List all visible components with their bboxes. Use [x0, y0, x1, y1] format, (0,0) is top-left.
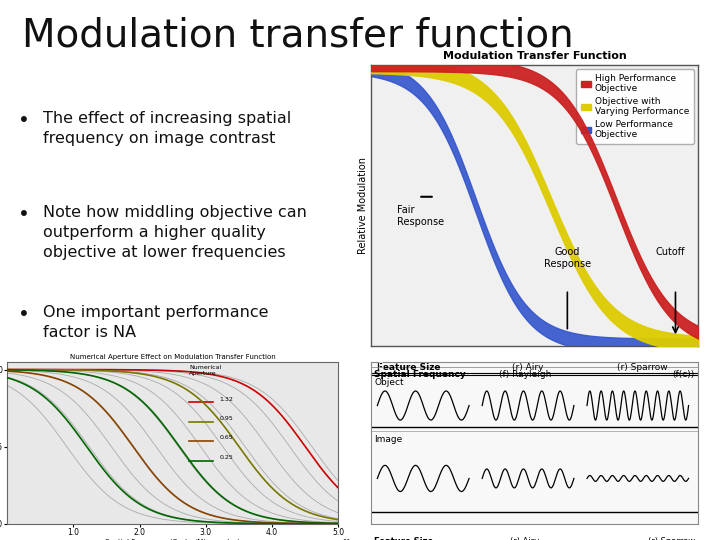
Text: (f) Rayleigh: (f) Rayleigh — [498, 370, 551, 379]
Text: Cutoff: Cutoff — [656, 247, 685, 258]
Text: (r) Airy: (r) Airy — [513, 363, 544, 372]
Text: (r) Airy: (r) Airy — [510, 537, 539, 540]
Text: ∞: ∞ — [342, 537, 351, 540]
Text: •: • — [18, 305, 30, 324]
Legend: High Performance
Objective, Objective with
Varying Performance, Low Performance
: High Performance Objective, Objective wi… — [576, 69, 694, 144]
X-axis label: Spatial Frequency (Cycles/Micrometer): Spatial Frequency (Cycles/Micrometer) — [105, 538, 240, 540]
Text: Object: Object — [374, 378, 404, 387]
Text: 1.32: 1.32 — [219, 396, 233, 402]
Text: (f(c)): (f(c)) — [672, 370, 695, 379]
Text: •: • — [18, 205, 30, 224]
Text: 0.65: 0.65 — [219, 435, 233, 441]
Title: Numerical Aperture Effect on Modulation Transfer Function: Numerical Aperture Effect on Modulation … — [70, 354, 276, 360]
Title: Modulation Transfer Function: Modulation Transfer Function — [443, 51, 626, 61]
Text: One important performance
factor is NA: One important performance factor is NA — [43, 305, 269, 340]
Text: Numerical
Aperture: Numerical Aperture — [189, 365, 222, 376]
Text: Note how middling objective can
outperform a higher quality
objective at lower f: Note how middling objective can outperfo… — [43, 205, 307, 260]
Text: Feature Size: Feature Size — [377, 363, 441, 372]
Text: •: • — [18, 111, 30, 130]
Text: Spatial Frequency: Spatial Frequency — [374, 370, 466, 379]
Text: (r) Sparrow: (r) Sparrow — [648, 537, 695, 540]
Text: Feature Size: Feature Size — [374, 537, 433, 540]
Text: The effect of increasing spatial
frequency on image contrast: The effect of increasing spatial frequen… — [43, 111, 292, 145]
Text: Modulation transfer function: Modulation transfer function — [22, 16, 573, 54]
Y-axis label: Relative Modulation: Relative Modulation — [358, 157, 368, 254]
Text: Good
Response: Good Response — [544, 247, 591, 269]
Text: 8: 8 — [377, 362, 384, 373]
Text: Image: Image — [374, 435, 402, 444]
Text: (r) Sparrow: (r) Sparrow — [617, 363, 668, 372]
Text: 0.25: 0.25 — [219, 455, 233, 460]
Text: Fair
Response: Fair Response — [397, 205, 444, 227]
Text: 0.95: 0.95 — [219, 416, 233, 421]
